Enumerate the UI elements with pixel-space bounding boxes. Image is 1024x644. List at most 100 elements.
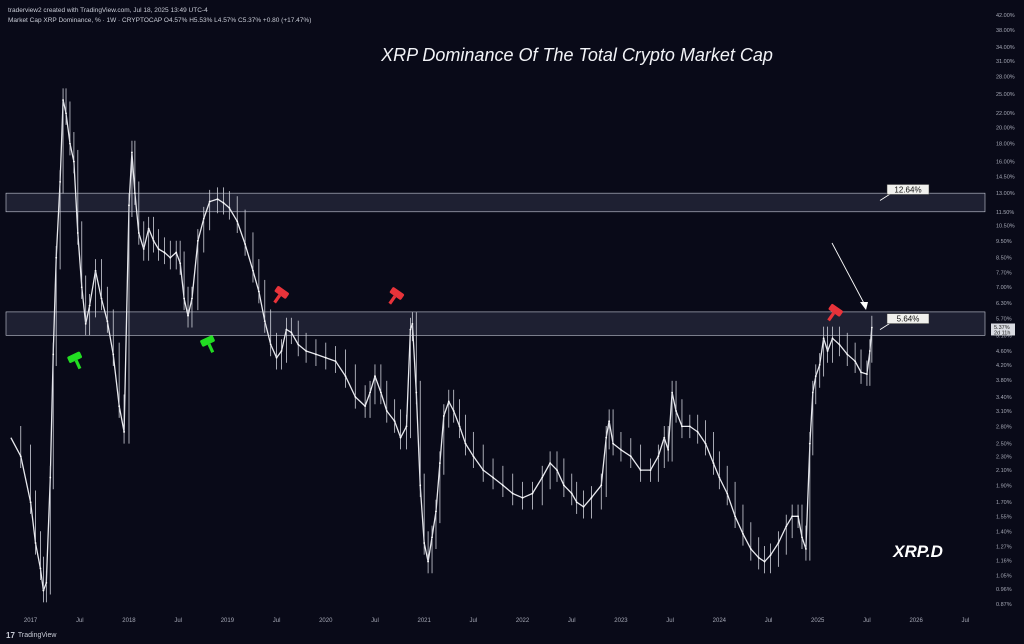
chart-title: XRP Dominance Of The Total Crypto Market… [380, 45, 773, 65]
data-point [157, 248, 160, 250]
y-tick-label: 2.10% [996, 468, 1012, 474]
data-point [275, 356, 278, 359]
data-point [257, 290, 260, 293]
data-point [131, 151, 133, 154]
data-point [575, 501, 578, 504]
x-tick-label: 2021 [417, 618, 431, 624]
data-point [297, 343, 300, 346]
data-point [118, 405, 121, 408]
data-point [556, 469, 558, 472]
data-point [854, 360, 857, 363]
data-point [76, 232, 79, 234]
data-point [818, 363, 821, 366]
data-point [137, 232, 140, 234]
data-point [228, 206, 231, 209]
data-point [718, 476, 721, 479]
data-point [501, 484, 504, 487]
y-tick-label: 3.10% [996, 409, 1012, 415]
dominance-line [10, 99, 873, 592]
bearish-hammer-icon [827, 303, 843, 322]
data-point [639, 469, 642, 472]
resistance-zone-1 [5, 192, 986, 213]
data-point [785, 525, 788, 528]
y-tick-label: 4.60% [996, 349, 1012, 355]
y-tick-label: 1.16% [996, 558, 1012, 564]
data-point [608, 420, 611, 422]
chart-header: traderview2 created with TradingView.com… [8, 6, 311, 26]
y-tick-label: 0.96% [996, 587, 1012, 593]
footer: 17 TradingView [6, 631, 56, 640]
hammer-head [67, 351, 82, 363]
data-point [179, 262, 182, 265]
y-tick-label: 25.00% [996, 92, 1015, 98]
data-point [791, 515, 794, 518]
data-point [447, 400, 450, 403]
data-point [94, 269, 97, 272]
data-point [431, 536, 433, 539]
zones-layer [5, 192, 986, 336]
data-point [280, 350, 283, 352]
x-tick-label: Jul [174, 618, 182, 624]
pointer-arrow-line [831, 242, 867, 308]
data-point [62, 99, 64, 101]
data-point [175, 251, 178, 254]
data-point [667, 448, 670, 451]
data-point [763, 560, 766, 563]
data-point [84, 322, 87, 325]
data-point [123, 431, 125, 433]
x-tick-label: 2025 [811, 618, 825, 624]
data-point [269, 343, 272, 346]
data-point [427, 560, 430, 563]
data-point [870, 326, 873, 329]
data-point [866, 373, 868, 376]
data-point [222, 201, 225, 204]
data-point [369, 391, 371, 394]
data-point [252, 269, 254, 272]
hammer-handle [388, 295, 397, 305]
x-tick-label: Jul [961, 618, 969, 624]
data-point [801, 536, 803, 539]
data-point [629, 455, 632, 458]
data-point [52, 353, 55, 356]
data-point [671, 391, 674, 394]
y-tick-label: 34.00% [996, 45, 1015, 51]
data-point [675, 410, 677, 412]
data-point [405, 425, 408, 428]
y-tick-label: 2.80% [996, 424, 1012, 430]
y-tick-label: 28.00% [996, 75, 1015, 81]
x-tick-label: 2018 [122, 618, 136, 624]
data-point [808, 442, 811, 445]
data-point [187, 314, 189, 317]
data-point [590, 496, 593, 499]
data-point [19, 455, 22, 458]
y-tick-label: 42.00% [996, 13, 1015, 19]
current-price-text: 5.37% [994, 325, 1010, 331]
data-point [612, 442, 614, 445]
data-point [749, 548, 752, 550]
data-point [605, 436, 608, 439]
y-tick-label: 7.70% [996, 271, 1012, 277]
hammer-handle [207, 343, 215, 353]
symbol-legend: Market Cap XRP Dominance, % · 1W · CRYPT… [8, 17, 312, 24]
data-point [549, 462, 552, 464]
data-point [263, 320, 266, 323]
data-point [419, 484, 422, 487]
data-point [208, 200, 211, 203]
data-point [216, 198, 219, 201]
data-point [183, 297, 185, 300]
hammer-head [389, 287, 405, 300]
data-point [688, 425, 691, 428]
data-point [452, 410, 455, 412]
x-tick-label: Jul [863, 618, 871, 624]
annotation-layer: 12.64% 5.64% 5.37%2d 11h [831, 184, 1015, 336]
data-point [826, 350, 829, 352]
data-point [128, 204, 130, 207]
y-tick-label: 3.40% [996, 395, 1012, 401]
data-point [831, 337, 834, 340]
data-point [696, 431, 699, 433]
bearish-hammer-icon [388, 287, 405, 305]
y-tick-label: 6.30% [996, 301, 1012, 307]
data-point [472, 455, 475, 458]
data-point [49, 476, 52, 479]
